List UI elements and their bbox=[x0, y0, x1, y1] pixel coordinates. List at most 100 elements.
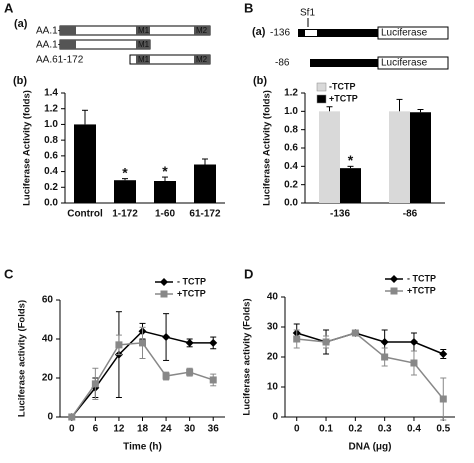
x-tick-label: 0.3 bbox=[378, 424, 392, 435]
marker bbox=[209, 338, 218, 347]
x-tick-label: 1-60 bbox=[155, 209, 175, 220]
x-tick-label: 0.2 bbox=[348, 424, 362, 435]
x-tick-label: 30 bbox=[184, 424, 196, 435]
y-tick-label: 1.2 bbox=[284, 88, 298, 99]
domain-label: M1 bbox=[138, 55, 150, 64]
legend-label: +TCTP bbox=[177, 288, 206, 298]
marker bbox=[390, 275, 398, 283]
y-tick-label: 0.0 bbox=[44, 198, 58, 209]
domain-label: M2 bbox=[196, 55, 208, 64]
marker bbox=[439, 350, 448, 358]
marker bbox=[115, 341, 123, 349]
reporter-label: Luciferase bbox=[381, 28, 428, 39]
marker bbox=[351, 329, 359, 337]
y-axis-label: Luciferase Activity (folds) bbox=[262, 90, 273, 206]
x-tick-label: 0 bbox=[294, 424, 300, 435]
x-tick-label: Control bbox=[67, 209, 103, 220]
x-axis-label: Time (h) bbox=[123, 442, 162, 453]
marker bbox=[162, 333, 171, 342]
y-tick-label: 0.4 bbox=[284, 161, 298, 172]
x-axis-label: DNA (μg) bbox=[349, 442, 392, 453]
y-tick-label: 1.2 bbox=[44, 103, 58, 114]
x-tick-label: 12 bbox=[113, 424, 125, 435]
bar bbox=[389, 111, 410, 203]
significance: * bbox=[162, 163, 168, 179]
construct-name: AA.61-172 bbox=[36, 55, 84, 66]
y-tick-label: 40 bbox=[42, 334, 54, 345]
bar bbox=[154, 181, 176, 203]
bar bbox=[410, 112, 431, 203]
marker bbox=[380, 338, 389, 346]
legend-label: +TCTP bbox=[329, 93, 358, 103]
y-tick-label: 0.2 bbox=[44, 182, 58, 193]
bar bbox=[194, 164, 216, 203]
marker bbox=[139, 339, 146, 347]
y-tick-label: 1.4 bbox=[44, 88, 58, 99]
significance: * bbox=[348, 152, 354, 168]
domain bbox=[60, 26, 76, 35]
y-tick-label: 0 bbox=[272, 412, 278, 423]
panel-label: A bbox=[4, 0, 14, 15]
significance: * bbox=[122, 164, 128, 180]
x-tick-label: 18 bbox=[137, 424, 149, 435]
x-tick-label: 61-172 bbox=[189, 209, 221, 220]
domain-label: M1 bbox=[138, 40, 150, 49]
marker bbox=[381, 353, 389, 361]
legend-label: -TCTP bbox=[329, 81, 356, 91]
y-axis-label: Luciferase activity (Folds) bbox=[17, 300, 28, 417]
y-tick-label: 10 bbox=[267, 382, 279, 393]
y-tick-label: 40 bbox=[267, 292, 279, 303]
legend-label: +TCTP bbox=[407, 285, 436, 295]
reporter-box bbox=[377, 26, 449, 40]
y-tick-label: 20 bbox=[42, 373, 54, 384]
y-tick-label: 0.4 bbox=[44, 166, 58, 177]
x-tick-label: -136 bbox=[330, 209, 350, 220]
domain bbox=[136, 26, 150, 35]
y-tick-label: 0 bbox=[47, 412, 53, 423]
x-tick-label: 0.5 bbox=[436, 424, 450, 435]
x-tick-label: 24 bbox=[161, 424, 173, 435]
legend-label: - TCTP bbox=[407, 273, 436, 283]
sub-label: (b) bbox=[253, 75, 267, 87]
domain bbox=[194, 26, 210, 35]
marker bbox=[410, 359, 418, 367]
reporter-label: Luciferase bbox=[381, 58, 428, 69]
marker bbox=[91, 380, 99, 388]
marker bbox=[160, 278, 168, 286]
y-tick-label: 1.0 bbox=[44, 119, 58, 130]
bar bbox=[114, 180, 136, 203]
domain bbox=[60, 40, 76, 49]
construct bbox=[59, 25, 211, 36]
x-tick-label: 6 bbox=[93, 424, 99, 435]
marker bbox=[322, 338, 330, 346]
y-tick-label: 60 bbox=[42, 295, 54, 306]
domain-label: M1 bbox=[138, 26, 150, 35]
sub-label: (a) bbox=[252, 26, 266, 38]
marker bbox=[68, 413, 76, 421]
construct-name: -136 bbox=[270, 28, 290, 39]
legend-swatch bbox=[316, 82, 327, 92]
marker bbox=[209, 376, 217, 384]
marker bbox=[390, 287, 398, 295]
promoter bbox=[310, 59, 378, 67]
y-tick-label: 0.6 bbox=[284, 143, 298, 154]
series-line bbox=[296, 332, 444, 400]
promoter bbox=[298, 29, 378, 37]
x-tick-label: 0 bbox=[69, 424, 75, 435]
sub-label: (b) bbox=[13, 75, 27, 87]
y-tick-label: 0.8 bbox=[284, 124, 298, 135]
marker bbox=[185, 338, 194, 347]
site-label: Sf1 bbox=[300, 8, 315, 19]
x-tick-label: 0.1 bbox=[319, 424, 333, 435]
y-tick-label: 0.0 bbox=[284, 198, 298, 209]
construct-name: AA.1-60 bbox=[36, 40, 73, 51]
bar bbox=[74, 124, 96, 203]
reporter-box bbox=[377, 56, 449, 70]
sub-label: (a) bbox=[14, 18, 28, 30]
panel-label: B bbox=[244, 0, 253, 15]
domain-label: M2 bbox=[196, 26, 208, 35]
panel-label: C bbox=[4, 266, 14, 281]
bar bbox=[319, 111, 340, 203]
y-tick-label: 20 bbox=[267, 352, 279, 363]
